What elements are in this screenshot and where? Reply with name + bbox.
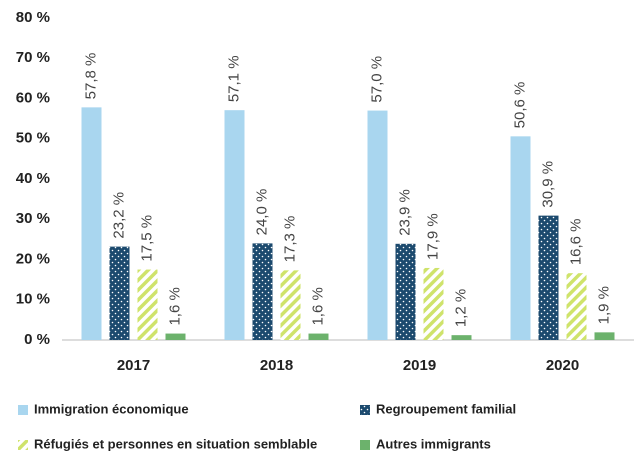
x-tick-label: 2018: [260, 357, 293, 374]
data-label: 1,6 %: [166, 287, 183, 325]
bar: [81, 107, 102, 340]
bar: [566, 273, 587, 340]
bar: [423, 267, 444, 340]
data-label: 1,2 %: [452, 289, 469, 327]
bar: [395, 243, 416, 340]
data-label: 24,0 %: [253, 189, 270, 236]
data-label: 57,8 %: [82, 53, 99, 100]
y-tick-label: 70 %: [16, 49, 50, 66]
data-label: 17,5 %: [138, 215, 155, 262]
legend-marker: [360, 440, 370, 450]
bar: [451, 335, 472, 340]
y-tick-label: 50 %: [16, 130, 50, 147]
data-label: 50,6 %: [511, 82, 528, 129]
legend-marker: [18, 440, 28, 450]
data-label: 57,0 %: [368, 56, 385, 103]
y-tick-label: 0 %: [24, 331, 50, 348]
y-tick-label: 40 %: [16, 170, 50, 187]
y-tick-label: 30 %: [16, 210, 50, 227]
legend-marker: [18, 405, 28, 415]
x-tick-label: 2017: [117, 357, 150, 374]
data-label: 30,9 %: [539, 161, 556, 208]
y-tick-label: 10 %: [16, 291, 50, 308]
bar: [165, 333, 186, 340]
data-label: 23,9 %: [396, 189, 413, 236]
legend-label: Regroupement familial: [376, 401, 516, 416]
bar: [252, 243, 273, 340]
bar: [224, 110, 245, 340]
bar: [109, 246, 130, 340]
data-label: 23,2 %: [110, 192, 127, 239]
x-tick-label: 2019: [403, 357, 436, 374]
bar: [137, 269, 158, 340]
bar: [538, 215, 559, 340]
bar: [308, 333, 329, 340]
y-tick-label: 60 %: [16, 89, 50, 106]
data-label: 17,9 %: [424, 213, 441, 260]
y-tick-label: 80 %: [16, 9, 50, 26]
legend-label: Autres immigrants: [376, 436, 491, 451]
data-label: 17,3 %: [281, 216, 298, 263]
bar: [594, 332, 615, 340]
x-tick-label: 2020: [546, 357, 579, 374]
legend-marker: [360, 405, 370, 415]
data-label: 1,6 %: [309, 287, 326, 325]
data-label: 57,1 %: [225, 55, 242, 102]
data-label: 16,6 %: [567, 218, 584, 265]
legend-label: Immigration économique: [34, 401, 189, 416]
y-tick-label: 20 %: [16, 250, 50, 267]
legend-label: Réfugiés et personnes en situation sembl…: [34, 436, 317, 451]
bar: [280, 270, 301, 340]
bar: [367, 110, 388, 340]
bar: [510, 136, 531, 340]
data-label: 1,9 %: [595, 286, 612, 324]
